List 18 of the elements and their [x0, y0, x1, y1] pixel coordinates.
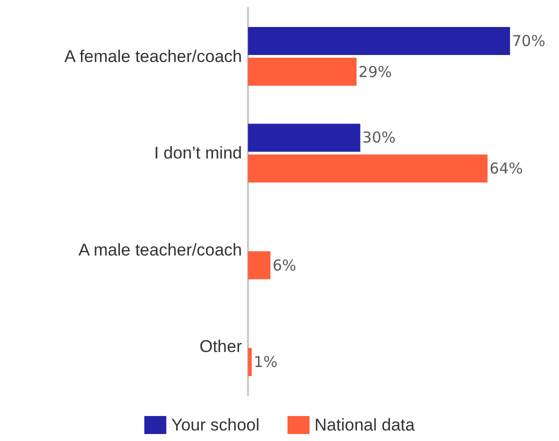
bar — [248, 124, 360, 152]
data-label: 30% — [362, 128, 396, 147]
y-tick-label: Other — [199, 337, 242, 356]
legend-label: National data — [314, 416, 416, 434]
y-tick-label: I don’t mind — [154, 144, 242, 163]
data-label: 70% — [512, 32, 546, 50]
data-label: 6% — [272, 256, 296, 274]
data-label: 64% — [490, 160, 523, 178]
bar — [248, 58, 357, 86]
data-label: 1% — [254, 353, 278, 372]
bar — [248, 26, 510, 55]
y-tick-label: A female teacher/coach — [64, 46, 242, 66]
bar — [248, 154, 488, 183]
legend-label: Your school — [171, 416, 260, 434]
y-tick-label: A male teacher/coach — [78, 240, 242, 260]
data-label: 29% — [358, 62, 392, 81]
bar — [248, 251, 270, 280]
bar — [248, 348, 252, 376]
